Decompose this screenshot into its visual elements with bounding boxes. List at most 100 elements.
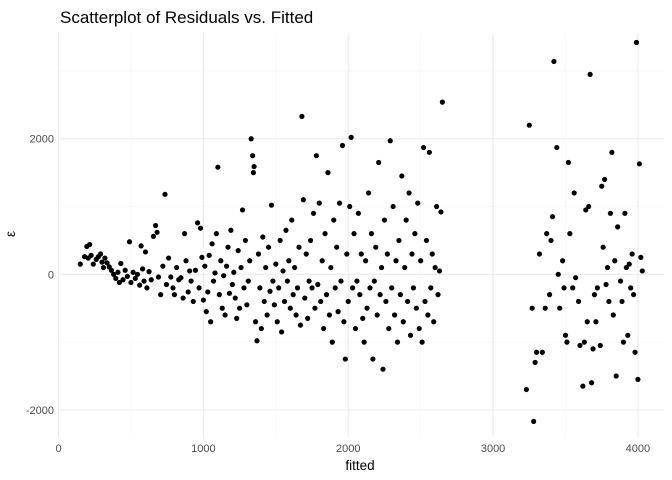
data-point bbox=[209, 241, 215, 247]
data-point bbox=[364, 305, 370, 311]
data-point bbox=[409, 251, 415, 257]
data-point bbox=[138, 243, 144, 249]
data-point bbox=[426, 149, 432, 155]
data-point bbox=[294, 285, 301, 291]
data-point bbox=[210, 278, 217, 284]
data-point bbox=[274, 319, 280, 325]
data-point bbox=[277, 237, 283, 244]
data-point bbox=[383, 298, 389, 305]
y-tick-label: 0 bbox=[48, 269, 54, 281]
data-point bbox=[403, 217, 409, 223]
data-point bbox=[205, 289, 211, 295]
data-point bbox=[292, 264, 298, 271]
data-point bbox=[439, 99, 445, 105]
data-point bbox=[622, 210, 628, 216]
data-point bbox=[137, 282, 143, 288]
data-point bbox=[423, 237, 430, 244]
data-point bbox=[208, 319, 214, 325]
data-point bbox=[235, 247, 241, 254]
data-point bbox=[607, 210, 614, 216]
data-point bbox=[180, 295, 186, 301]
data-point bbox=[163, 281, 170, 288]
data-point bbox=[185, 289, 191, 295]
data-point bbox=[139, 266, 146, 272]
data-point bbox=[261, 298, 267, 305]
data-point bbox=[116, 279, 122, 286]
data-point bbox=[280, 268, 286, 274]
data-point bbox=[238, 264, 244, 271]
data-point bbox=[338, 278, 344, 284]
data-point bbox=[309, 285, 315, 291]
data-point bbox=[315, 281, 321, 288]
data-point bbox=[334, 244, 340, 250]
data-point bbox=[371, 278, 377, 284]
data-point bbox=[328, 264, 334, 271]
data-point bbox=[212, 270, 218, 276]
data-point bbox=[144, 285, 150, 291]
data-point bbox=[126, 239, 133, 245]
data-point bbox=[195, 220, 201, 226]
data-point bbox=[431, 319, 437, 325]
data-point bbox=[250, 153, 256, 159]
data-point bbox=[170, 285, 176, 291]
data-point bbox=[247, 258, 253, 264]
data-point bbox=[232, 295, 238, 301]
data-point bbox=[619, 298, 625, 305]
data-point bbox=[620, 339, 627, 345]
minor-gridlines bbox=[60, 33, 664, 437]
data-point bbox=[88, 252, 94, 258]
data-point bbox=[124, 273, 130, 279]
data-point bbox=[293, 312, 299, 318]
data-point bbox=[380, 366, 386, 372]
data-point bbox=[281, 298, 288, 305]
data-point bbox=[412, 231, 418, 237]
data-point bbox=[523, 386, 530, 393]
data-point bbox=[577, 342, 583, 349]
data-point bbox=[580, 383, 586, 389]
data-point bbox=[348, 134, 354, 140]
data-points bbox=[77, 39, 645, 425]
data-point bbox=[405, 298, 411, 305]
data-point bbox=[225, 244, 231, 250]
data-point bbox=[438, 209, 444, 215]
data-point bbox=[307, 237, 314, 244]
data-point bbox=[526, 122, 532, 128]
data-point bbox=[612, 258, 618, 264]
data-point bbox=[174, 264, 180, 271]
data-point bbox=[630, 292, 637, 298]
data-point bbox=[402, 264, 408, 271]
data-point bbox=[609, 149, 615, 155]
data-point bbox=[633, 39, 640, 46]
data-point bbox=[187, 268, 193, 274]
data-point bbox=[390, 203, 396, 210]
data-point bbox=[623, 264, 629, 271]
data-point bbox=[276, 285, 282, 291]
data-point bbox=[613, 373, 619, 379]
data-point bbox=[331, 217, 337, 223]
data-point bbox=[166, 255, 172, 261]
data-point bbox=[302, 295, 308, 301]
data-point bbox=[573, 275, 579, 281]
data-point bbox=[432, 264, 438, 271]
data-point bbox=[228, 227, 234, 233]
data-point bbox=[400, 319, 406, 325]
data-point bbox=[77, 261, 83, 267]
data-point bbox=[536, 251, 543, 257]
data-point bbox=[602, 176, 608, 183]
data-point bbox=[594, 285, 600, 291]
data-point bbox=[160, 263, 166, 269]
data-point bbox=[532, 359, 538, 366]
data-point bbox=[360, 315, 366, 321]
data-point bbox=[583, 207, 589, 213]
data-point bbox=[339, 142, 346, 149]
data-point bbox=[322, 231, 328, 237]
data-point bbox=[639, 268, 645, 274]
data-point bbox=[436, 268, 443, 274]
data-point bbox=[410, 285, 417, 291]
data-point bbox=[591, 292, 598, 298]
data-point bbox=[241, 285, 247, 291]
data-point bbox=[192, 267, 199, 273]
x-tick-label: 2000 bbox=[336, 443, 360, 455]
data-point bbox=[564, 339, 570, 345]
data-point bbox=[219, 305, 225, 311]
